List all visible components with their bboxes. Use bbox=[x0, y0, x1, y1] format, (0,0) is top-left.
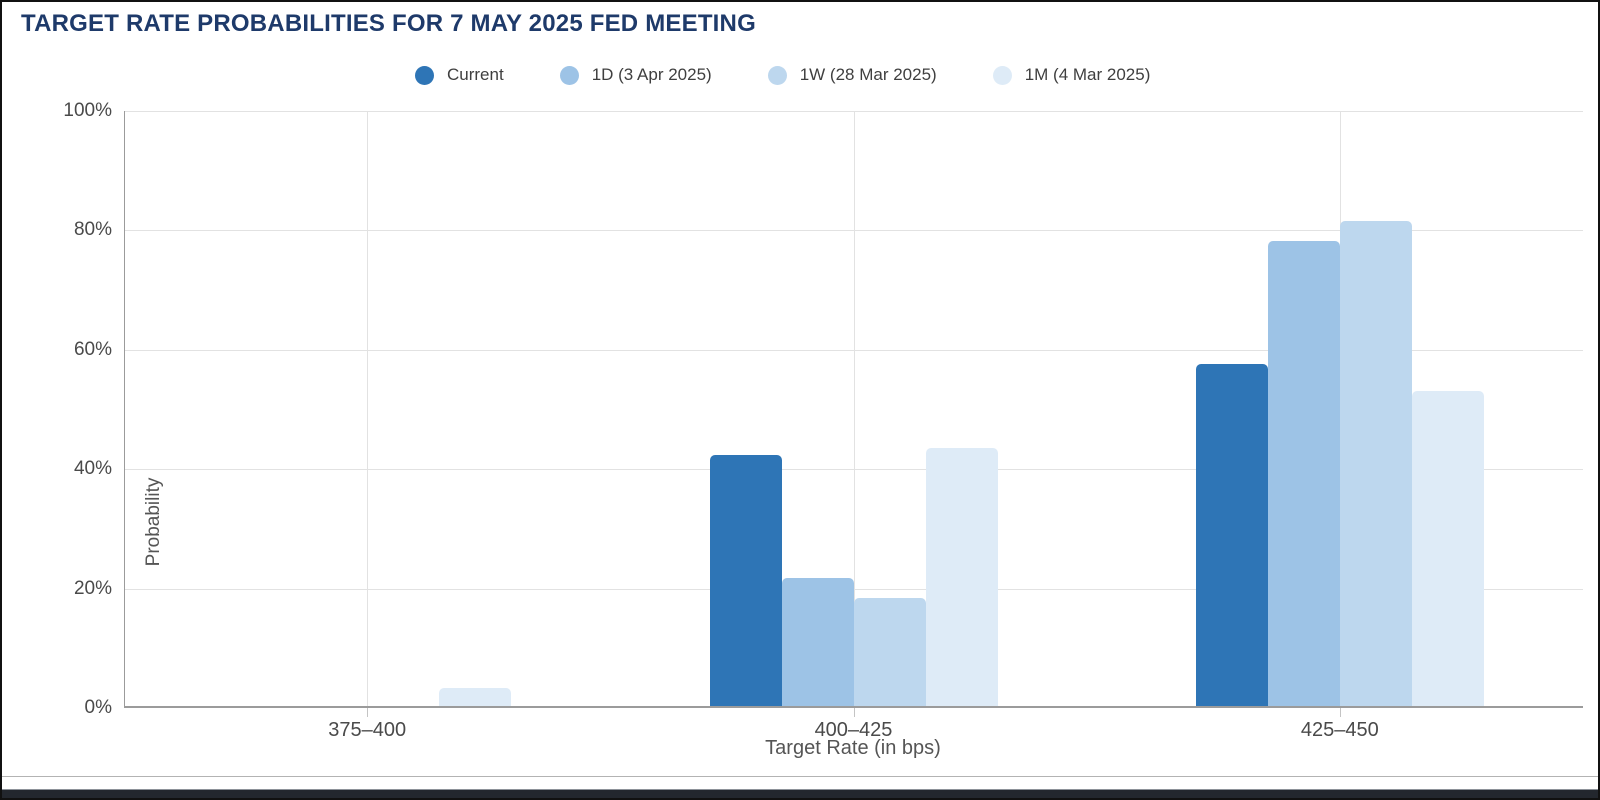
plot-area: Probability 0% 20% 40% 60% 80% 100% 375–400 400… bbox=[63, 100, 1583, 741]
x-tick-375-400 bbox=[367, 708, 369, 717]
x-tick-label-400-425: 400–425 bbox=[814, 719, 893, 741]
legend-dot-current-icon bbox=[415, 65, 434, 85]
y-tick-label-80: 80% bbox=[73, 219, 112, 241]
legend-label: 1W (28 Mar 2025) bbox=[799, 65, 937, 84]
legend-item-current[interactable]: Current bbox=[415, 65, 504, 85]
bar-1m-375-400[interactable] bbox=[439, 687, 512, 708]
bar-1d-400-425[interactable] bbox=[781, 577, 854, 708]
legend-label: 1D (3 Apr 2025) bbox=[591, 65, 712, 84]
x-tick-425-450 bbox=[1339, 708, 1341, 717]
legend-dot-1w-icon bbox=[767, 65, 787, 85]
bar-current-425-450[interactable] bbox=[1195, 364, 1268, 708]
y-axis-title: Probability bbox=[143, 477, 164, 567]
y-tick-label-60: 60% bbox=[73, 338, 112, 360]
legend: Current 1D (3 Apr 2025) 1W (28 Mar 2025) 1M… bbox=[415, 61, 1150, 89]
category-gridline-375-400 bbox=[367, 111, 369, 708]
y-tick-label-20: 20% bbox=[73, 577, 112, 599]
legend-dot-1m-icon bbox=[992, 65, 1012, 85]
legend-dot-1d-icon bbox=[559, 65, 579, 85]
y-axis-line bbox=[124, 111, 125, 708]
bar-1m-425-450[interactable] bbox=[1411, 390, 1484, 708]
bar-1d-425-450[interactable] bbox=[1267, 241, 1340, 708]
chart-title: TARGET RATE PROBABILITIES FOR 7 MAY 2025… bbox=[21, 10, 756, 37]
bar-1w-425-450[interactable] bbox=[1339, 220, 1412, 708]
category-gridline-400-425 bbox=[853, 111, 855, 708]
y-tick-label-0: 0% bbox=[84, 697, 112, 718]
legend-item-1w[interactable]: 1W (28 Mar 2025) bbox=[767, 65, 937, 85]
bar-1m-400-425[interactable] bbox=[925, 448, 998, 708]
y-tick-label-100: 100% bbox=[63, 100, 112, 121]
footer-bar bbox=[0, 789, 1600, 800]
x-tick-label-375-400: 375–400 bbox=[328, 719, 407, 741]
y-tick-label-40: 40% bbox=[73, 458, 112, 480]
legend-label: 1M (4 Mar 2025) bbox=[1024, 65, 1151, 84]
legend-item-1m[interactable]: 1M (4 Mar 2025) bbox=[992, 65, 1151, 85]
x-tick-label-425-450: 425–450 bbox=[1300, 719, 1379, 741]
bar-1w-400-425[interactable] bbox=[853, 598, 926, 708]
legend-label: Current bbox=[447, 65, 504, 84]
footer-divider bbox=[0, 776, 1600, 777]
x-tick-400-425 bbox=[853, 708, 855, 717]
x-axis-title: Target Rate (in bps) bbox=[765, 737, 941, 759]
x-axis-line bbox=[124, 706, 1583, 708]
bar-current-400-425[interactable] bbox=[709, 454, 782, 708]
legend-item-1d[interactable]: 1D (3 Apr 2025) bbox=[559, 65, 712, 85]
